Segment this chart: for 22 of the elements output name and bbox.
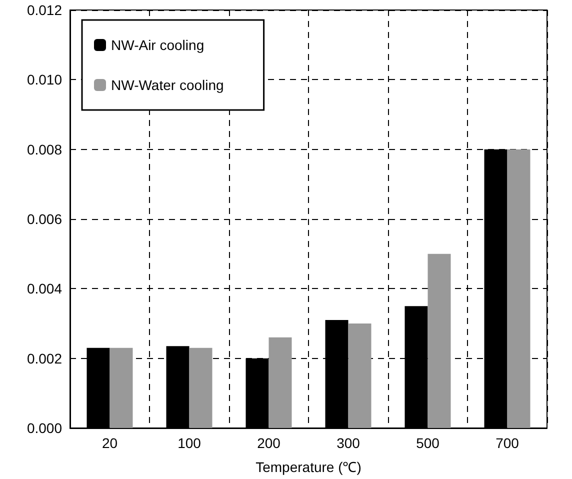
bar (189, 348, 212, 428)
x-tick-label: 200 (257, 435, 281, 451)
x-tick-label: 300 (336, 435, 360, 451)
y-tick-label: 0.006 (26, 211, 62, 227)
y-tick-label: 0.004 (26, 280, 62, 297)
x-tick-label: 500 (416, 435, 440, 451)
x-tick-label: 100 (178, 435, 202, 451)
bar (110, 348, 133, 428)
bar (428, 254, 451, 428)
x-axis-title: Temperature (℃) (256, 459, 362, 475)
legend-label: NW-Air cooling (111, 37, 204, 53)
legend-label: NW-Water cooling (111, 77, 224, 93)
x-tick-label: 700 (496, 435, 520, 451)
bar (348, 324, 372, 428)
y-tick-label: 0.012 (26, 2, 62, 18)
y-tick-label: 0.008 (26, 141, 62, 158)
bar (507, 149, 530, 428)
bar (268, 337, 292, 428)
y-tick-label: 0.002 (26, 350, 62, 366)
y-tick-label: 0.000 (26, 420, 62, 436)
x-tick-label: 20 (102, 435, 118, 451)
y-tick-label: 0.010 (26, 72, 62, 88)
